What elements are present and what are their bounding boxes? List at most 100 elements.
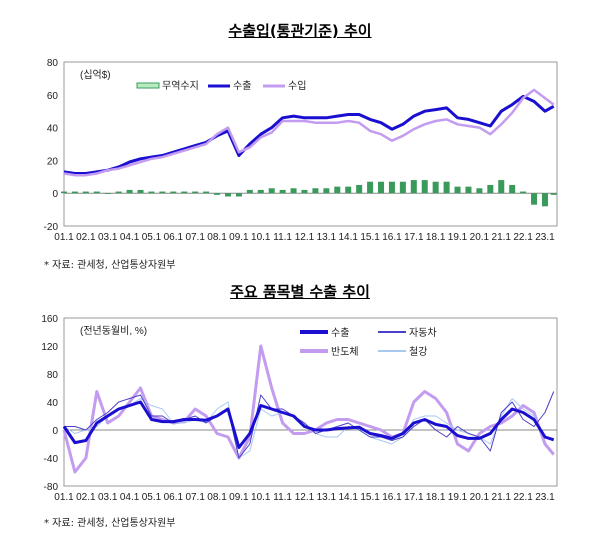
chart1-trade-balance-bar — [60, 191, 68, 194]
chart2-y-tick-label: -40 — [44, 454, 59, 465]
chart2-legend-label: 수출 — [331, 327, 349, 339]
chart1-trade-balance-bar — [550, 193, 557, 195]
chart1-trade-balance-bar — [214, 193, 221, 195]
chart2-x-tick-label: 02.1 — [76, 492, 96, 503]
chart1-x-tick-label: 09.1 — [229, 232, 249, 243]
chart1-trade-balance-bar — [312, 188, 319, 194]
chart2-x-tick-label: 15.1 — [360, 492, 380, 503]
chart1-x-tick-label: 12.1 — [295, 232, 315, 243]
chart1-y-tick-label: 0 — [52, 189, 58, 200]
chart1-trade-balance-bar — [443, 181, 450, 194]
chart1-legend-swatch — [136, 82, 160, 89]
chart1-x-tick-label: 23.1 — [535, 232, 555, 243]
chart1-title: 수출입(통관기준) 추이 — [0, 20, 600, 41]
chart1-trade-balance-bar — [82, 191, 89, 194]
chart1-y-tick-label: -20 — [44, 222, 59, 233]
chart1-series-line-수출 — [63, 94, 555, 175]
chart1-trade-balance-bar — [235, 193, 242, 197]
chart2-plot-frame — [63, 317, 558, 487]
chart1-x-tick-label: 10.1 — [251, 232, 271, 243]
chart1-trade-balance-bar — [454, 186, 461, 194]
chart1-trade-balance-bar — [399, 181, 406, 194]
chart1-trade-balance-bar — [388, 181, 395, 194]
chart2-legend-label: 반도체 — [331, 346, 359, 358]
chart1-x-tick-label: 02.1 — [76, 232, 96, 243]
chart2-x-tick-label: 16.1 — [382, 492, 402, 503]
chart1-trade-balance-bar — [378, 181, 385, 194]
chart1-trade-balance-bar — [93, 191, 100, 194]
chart2-x-tick-label: 05.1 — [142, 492, 162, 503]
chart1-trade-balance-bar — [137, 189, 144, 194]
chart1-trade-balance-bar — [71, 191, 78, 194]
chart1-x-tick-label: 16.1 — [382, 232, 402, 243]
chart2-legend-label: 자동차 — [409, 327, 437, 339]
chart1-legend-label: 수입 — [288, 79, 306, 92]
chart1-trade-balance-bar — [356, 185, 363, 194]
chart1-trade-balance-bar — [531, 193, 538, 205]
chart2-x-tick-label: 04.1 — [120, 492, 140, 503]
chart1-x-tick-label: 14.1 — [338, 232, 358, 243]
chart1-x-tick-label: 03.1 — [98, 232, 118, 243]
chart1-trade-balance-bar — [268, 188, 275, 194]
chart1-trade-balance-bar — [487, 185, 494, 194]
chart1-trade-balance-bar — [181, 191, 188, 194]
chart1-trade-balance-bar — [334, 186, 341, 194]
chart1-x-tick-label: 17.1 — [404, 232, 424, 243]
chart1-trade-balance-bar — [301, 189, 308, 194]
chart2-x-tick-label: 21.1 — [492, 492, 512, 503]
chart1-source: * 자료: 관세청, 산업통상자원부 — [44, 260, 176, 271]
chart1-trade-balance-bar — [432, 181, 439, 194]
chart1-title-text: 수출입(통관기준) 추이 — [228, 22, 372, 40]
chart2-x-tick-label: 09.1 — [229, 492, 249, 503]
chart1-x-tick-label: 04.1 — [120, 232, 140, 243]
chart1-trade-balance-bar — [126, 189, 133, 194]
chart2-x-tick-label: 11.1 — [273, 492, 292, 503]
chart2-y-tick-label: 80 — [47, 370, 59, 381]
chart1-y-tick-label: 20 — [47, 156, 59, 167]
chart2-x-tick-label: 19.1 — [448, 492, 468, 503]
chart1-y-tick-label: 40 — [47, 124, 59, 135]
chart2-y-tick-label: 40 — [47, 398, 59, 409]
chart2-x-tick-label: 03.1 — [98, 492, 118, 503]
chart1-x-tick-label: 08.1 — [207, 232, 227, 243]
chart1-x-tick-label: 22.1 — [513, 232, 533, 243]
chart1-x-tick-label: 05.1 — [142, 232, 162, 243]
chart1-trade-balance-bar — [104, 193, 111, 194]
chart2-x-tick-label: 18.1 — [426, 492, 446, 503]
chart1-trade-balance-bar — [290, 188, 297, 194]
chart2-y-tick-label: -80 — [44, 482, 59, 493]
chart2-x-tick-label: 20.1 — [470, 492, 490, 503]
chart2-unit-label: (전년동월비, %) — [80, 325, 147, 337]
chart1-legend-label: 수출 — [233, 80, 251, 92]
chart1-trade-balance-bar — [115, 191, 122, 194]
chart2-series-line-수출 — [62, 400, 555, 449]
chart1-x-tick-label: 15.1 — [360, 232, 380, 243]
chart1-legend-label: 무역수지 — [162, 80, 199, 92]
chart1-trade-balance-bar — [421, 180, 428, 194]
chart1-trade-balance-bar — [498, 180, 505, 194]
chart2-source: * 자료: 관세청, 산업통상자원부 — [44, 518, 176, 529]
chart1-trade-balance-bar — [323, 188, 330, 194]
chart2-x-tick-label: 08.1 — [207, 492, 227, 503]
chart1-x-tick-label: 01.1 — [54, 232, 74, 243]
chart1-trade-balance-bar — [509, 185, 516, 194]
chart1-trade-balance-bar — [541, 193, 548, 207]
chart1-plot-frame — [63, 61, 558, 227]
chart1-x-tick-label: 19.1 — [448, 232, 468, 243]
chart2-y-tick-label: 160 — [41, 314, 58, 325]
chart1-x-tick-label: 21.1 — [492, 232, 512, 243]
chart1-x-tick-label: 07.1 — [185, 232, 205, 243]
chart2-x-tick-label: 14.1 — [338, 492, 358, 503]
chart1-trade-balance-bar — [224, 193, 231, 197]
chart1-trade-balance-bar — [246, 189, 253, 194]
chart1-y-tick-label: 80 — [47, 58, 59, 69]
chart2-title: 주요 품목별 수출 추이 — [0, 281, 600, 302]
chart2-title-text: 주요 품목별 수출 추이 — [230, 283, 370, 301]
chart2-x-tick-label: 17.1 — [404, 492, 424, 503]
chart1-trade-balance-bar — [203, 191, 210, 194]
chart1-y-tick-label: 60 — [47, 91, 59, 102]
chart2-legend-label: 철강 — [409, 346, 427, 358]
chart2-x-tick-label: 06.1 — [164, 492, 184, 503]
